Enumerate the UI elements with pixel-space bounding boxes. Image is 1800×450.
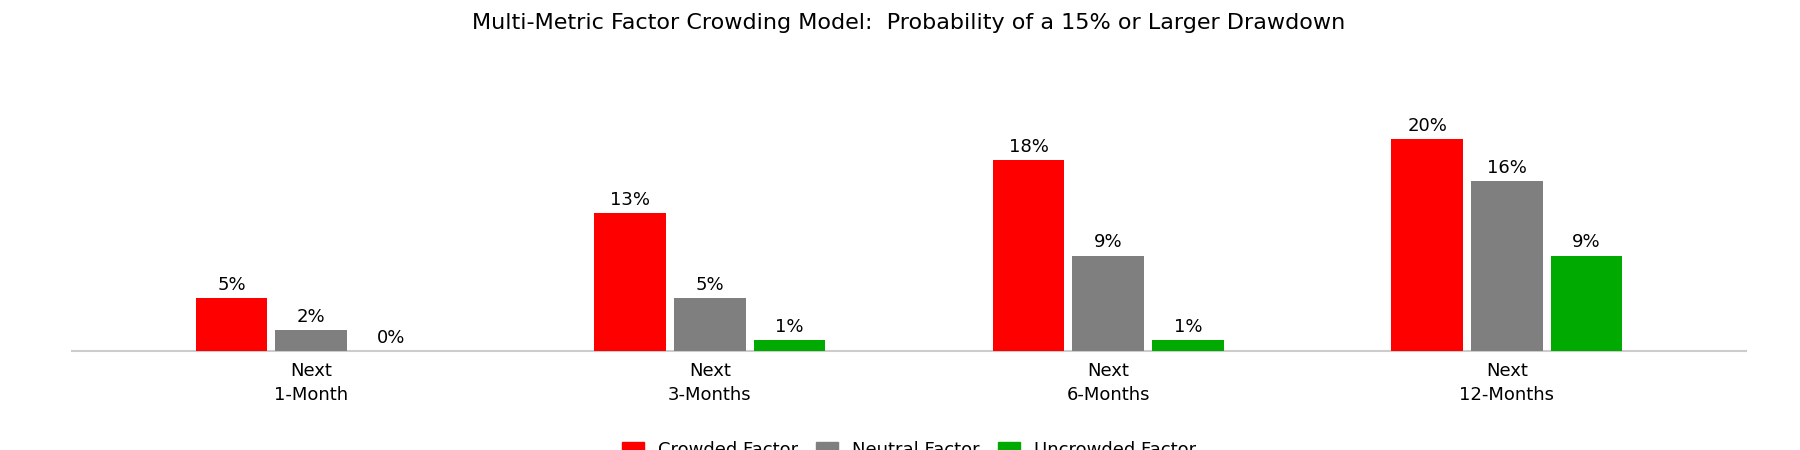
- Bar: [1552, 256, 1622, 351]
- Bar: [1471, 181, 1543, 351]
- Bar: [196, 298, 266, 351]
- Text: 9%: 9%: [1094, 233, 1123, 251]
- Legend: Crowded Factor, Neutral Factor, Uncrowded Factor: Crowded Factor, Neutral Factor, Uncrowde…: [614, 434, 1204, 450]
- Text: 9%: 9%: [1571, 233, 1600, 251]
- Text: 20%: 20%: [1408, 117, 1447, 135]
- Bar: [673, 298, 745, 351]
- Text: 2%: 2%: [297, 307, 326, 325]
- Text: 0%: 0%: [376, 329, 405, 347]
- Text: 5%: 5%: [695, 276, 724, 294]
- Bar: [754, 340, 824, 351]
- Bar: [594, 213, 666, 351]
- Bar: [275, 330, 347, 351]
- Text: 16%: 16%: [1487, 159, 1526, 177]
- Bar: [1391, 139, 1463, 351]
- Text: 13%: 13%: [610, 191, 650, 209]
- Bar: [1152, 340, 1224, 351]
- Title: Multi-Metric Factor Crowding Model:  Probability of a 15% or Larger Drawdown: Multi-Metric Factor Crowding Model: Prob…: [472, 13, 1346, 33]
- Text: 18%: 18%: [1008, 138, 1049, 156]
- Text: 1%: 1%: [1174, 318, 1202, 336]
- Text: 5%: 5%: [218, 276, 247, 294]
- Text: 1%: 1%: [776, 318, 803, 336]
- Bar: [1073, 256, 1145, 351]
- Bar: [994, 160, 1064, 351]
